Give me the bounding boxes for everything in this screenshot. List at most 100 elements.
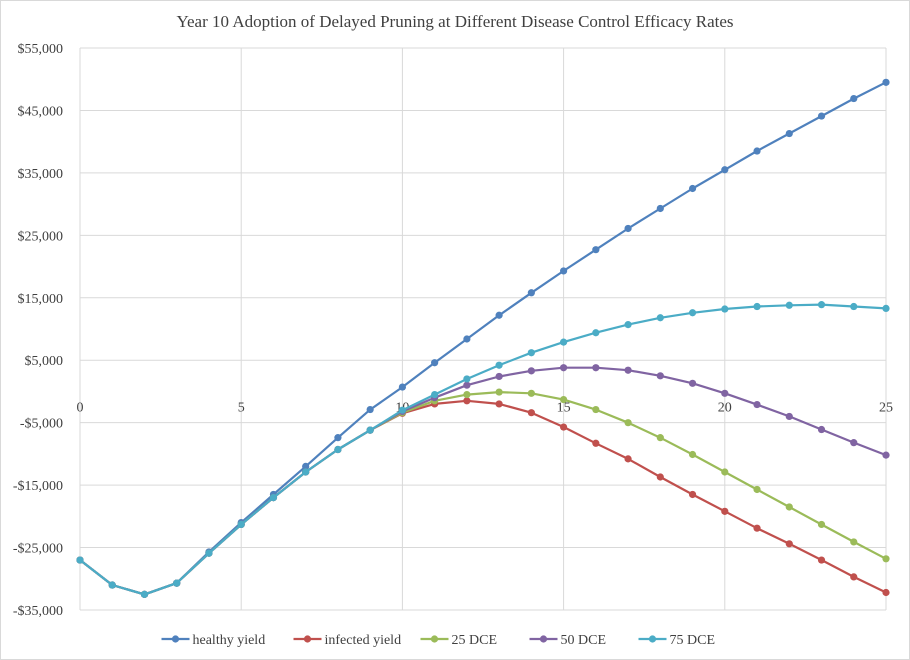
data-point [688,379,697,387]
data-point [463,390,471,399]
y-tick-label: $25,000 [18,229,64,244]
data-point [495,372,503,381]
data-point [688,490,697,499]
data-point [688,184,697,193]
legend-entry: 75 DCE [638,633,716,648]
data-point [850,538,858,546]
data-point [624,419,632,427]
data-point [753,147,761,155]
y-tick-label: -$35,000 [13,604,63,619]
data-point [108,581,116,589]
data-point [366,426,374,434]
data-point [527,367,535,375]
x-tick-label: 15 [557,400,571,415]
data-point [817,556,826,564]
data-point [592,364,600,372]
data-point [366,405,374,414]
data-point [237,520,245,529]
data-point [882,78,890,86]
data-point [785,412,793,421]
data-point [850,94,858,103]
data-point [753,485,761,494]
data-point [656,314,664,322]
data-point [882,451,890,459]
legend-swatch-marker [648,635,657,643]
data-point [817,425,826,434]
legend-entry: 25 DCE [420,633,498,648]
data-point [76,556,84,564]
data-point [656,204,664,213]
data-point [624,455,632,463]
data-point [624,224,632,233]
legend-entry: 50 DCE [529,633,607,648]
data-point [302,468,310,476]
data-point [753,400,761,409]
x-tick-label: 25 [879,400,893,415]
data-point [463,335,471,343]
data-point [656,434,664,442]
data-point [882,555,890,563]
series-lines [76,78,890,598]
data-point [527,409,535,417]
data-point [334,445,342,454]
legend-entry: healthy yield [161,633,265,648]
series-line [79,303,887,596]
data-point [721,389,729,397]
data-point [592,329,600,337]
data-point [721,305,729,313]
data-point [656,473,664,481]
data-point [850,573,858,581]
data-point [785,129,793,138]
legend-label: infected yield [325,633,402,648]
legend-swatch-marker [303,635,312,643]
legend-swatch-marker [430,635,439,643]
x-tick-label: 0 [77,400,84,415]
series-75-dce [76,301,890,598]
chart-title: Year 10 Adoption of Delayed Pruning at D… [176,12,733,31]
data-point [753,302,761,311]
data-point [850,302,858,311]
data-point [624,321,632,329]
legend-label: 75 DCE [670,633,716,648]
data-point [688,450,697,459]
data-point [624,366,632,374]
data-point [495,311,503,319]
data-point [721,507,729,515]
data-point [398,383,406,391]
data-point [785,503,793,511]
data-point [656,372,664,380]
legend: healthy yield infected yield 25 DCE 50 DCE 7… [161,633,716,648]
data-point [882,304,890,312]
data-point [592,439,600,447]
legend-label: 25 DCE [452,633,498,648]
data-point [431,359,439,367]
series-line [79,81,887,596]
data-point [463,381,471,389]
series-healthy-yield [76,78,890,598]
y-tick-label: $15,000 [18,292,64,307]
y-tick-label: -$15,000 [13,479,63,494]
data-point [560,267,568,275]
y-tick-label: $5,000 [25,354,64,369]
data-point [817,301,826,309]
data-point [688,309,697,317]
data-point [302,462,310,470]
data-point [495,388,503,396]
data-point [753,524,761,532]
legend-entry: infected yield [293,633,402,648]
data-point [431,390,439,399]
data-point [398,406,406,414]
data-point [205,549,213,557]
y-tick-label: $55,000 [18,42,64,57]
data-point [817,112,826,120]
data-point [592,246,600,254]
axis-ticks: -$35,000 -$25,000 -$15,000 -$5,000 $5,000 $15… [13,42,893,619]
data-point [463,397,471,405]
y-tick-label: -$25,000 [13,542,63,557]
data-point [560,423,568,431]
series-infected-yield [76,397,890,598]
legend-label: 50 DCE [561,633,607,648]
data-point [527,389,535,397]
y-tick-label: $35,000 [18,167,64,182]
